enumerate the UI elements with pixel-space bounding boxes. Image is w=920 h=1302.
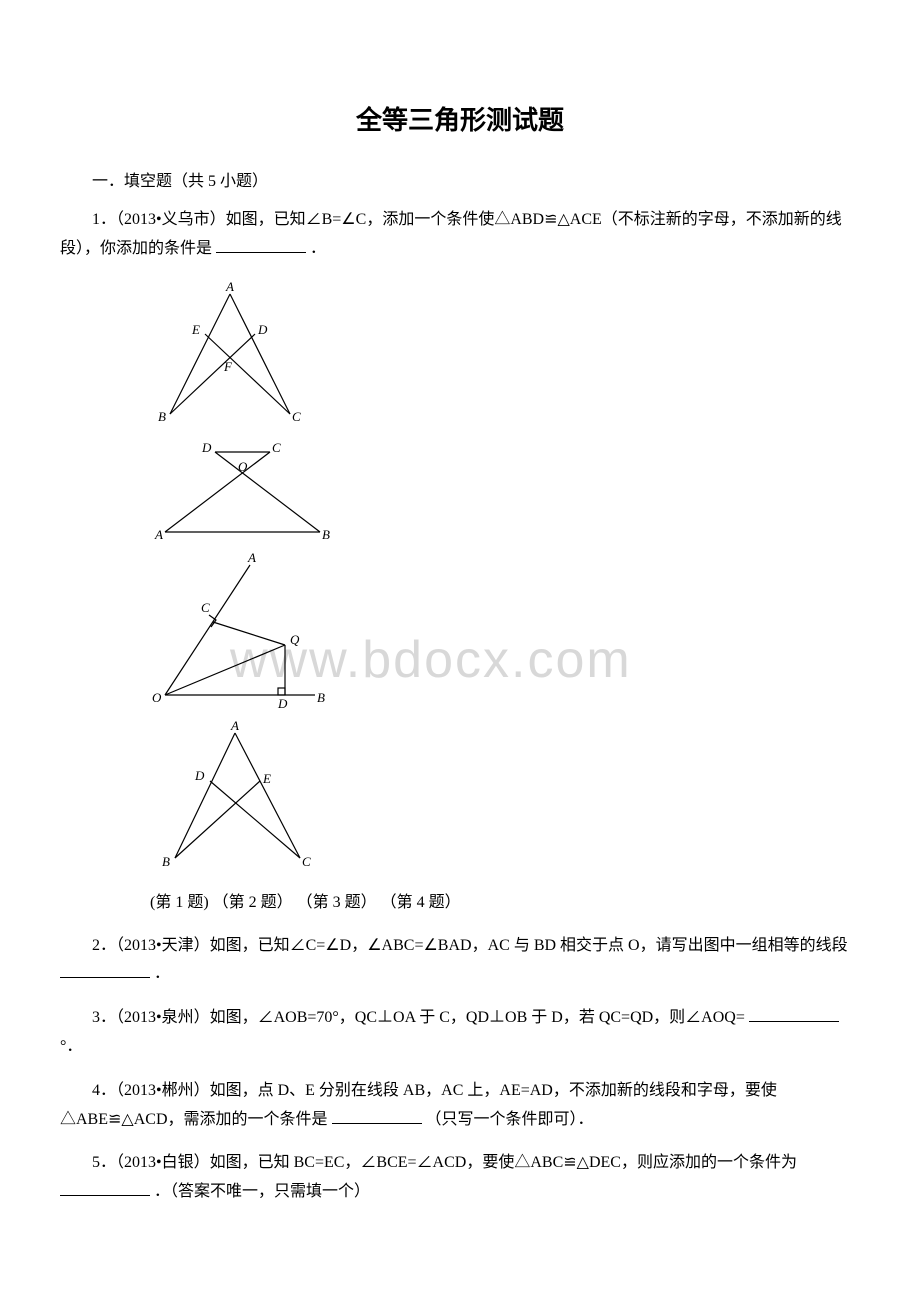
fig3-label-d: D bbox=[277, 696, 288, 710]
fig1-label-d: D bbox=[257, 322, 268, 337]
q5-text-before: 5．（2013•白银）如图，已知 BC=EC，∠BCE=∠ACD，要使△ABC≌… bbox=[92, 1154, 797, 1171]
question-1: 1．（2013•义乌市）如图，已知∠B=∠C，添加一个条件使△ABD≌△ACE（… bbox=[60, 206, 860, 264]
figure-caption: (第 1 题) （第 2 题） （第 3 题） （第 4 题） bbox=[150, 888, 860, 912]
fig4-label-a: A bbox=[230, 718, 239, 733]
fig3-label-b: B bbox=[317, 690, 325, 705]
question-5: 5．（2013•白银）如图，已知 BC=EC，∠BCE=∠ACD，要使△ABC≌… bbox=[60, 1149, 860, 1207]
question-4: 4．（2013•郴州）如图，点 D、E 分别在线段 AB，AC 上，AE=AD，… bbox=[60, 1077, 860, 1135]
q5-blank bbox=[60, 1180, 150, 1196]
figure-1: A B C D E F bbox=[150, 279, 860, 429]
q5-text-after: ．（答案不唯一，只需填一个） bbox=[154, 1183, 370, 1200]
fig2-label-b: B bbox=[322, 527, 330, 542]
q2-blank bbox=[60, 962, 150, 978]
fig2-label-a: A bbox=[154, 527, 163, 542]
q2-text-after: ． bbox=[154, 965, 170, 982]
figure-4: A B C D E bbox=[150, 718, 860, 873]
q3-blank bbox=[749, 1006, 839, 1022]
fig1-label-b: B bbox=[158, 409, 166, 424]
question-2: 2．（2013•天津）如图，已知∠C=∠D，∠ABC=∠BAD，AC 与 BD … bbox=[60, 932, 860, 990]
section-header: 一．填空题（共 5 小题） bbox=[60, 167, 860, 191]
figures-container: A B C D E F A B bbox=[150, 279, 860, 873]
fig2-label-d: D bbox=[201, 440, 212, 455]
fig1-label-a: A bbox=[225, 279, 234, 294]
fig3-label-q: Q bbox=[290, 632, 300, 647]
fig1-label-e: E bbox=[191, 322, 200, 337]
q3-text-after: °． bbox=[60, 1038, 82, 1055]
q1-text-after: ． bbox=[310, 240, 326, 257]
fig1-label-f: F bbox=[223, 359, 233, 374]
page-content: 全等三角形测试题 一．填空题（共 5 小题） 1．（2013•义乌市）如图，已知… bbox=[60, 100, 860, 1207]
fig3-label-c: C bbox=[201, 600, 210, 615]
q4-blank bbox=[332, 1108, 422, 1124]
question-3: 3．（2013•泉州）如图，∠AOB=70°，QC⊥OA 于 C，QD⊥OB 于… bbox=[60, 1004, 860, 1062]
fig4-label-e: E bbox=[262, 771, 271, 786]
page-title: 全等三角形测试题 bbox=[60, 100, 860, 137]
fig3-label-a: A bbox=[247, 550, 256, 565]
fig3-label-o: O bbox=[152, 690, 162, 705]
q1-text-before: 1．（2013•义乌市）如图，已知∠B=∠C，添加一个条件使△ABD≌△ACE（… bbox=[60, 211, 842, 257]
fig4-label-b: B bbox=[162, 854, 170, 869]
fig4-label-d: D bbox=[194, 768, 205, 783]
fig4-label-c: C bbox=[302, 854, 311, 869]
fig2-label-c: C bbox=[272, 440, 281, 455]
figure-3: A B C D O Q bbox=[150, 550, 860, 710]
q3-text-before: 3．（2013•泉州）如图，∠AOB=70°，QC⊥OA 于 C，QD⊥OB 于… bbox=[92, 1009, 745, 1026]
fig1-label-c: C bbox=[292, 409, 301, 424]
q1-blank bbox=[216, 237, 306, 253]
fig2-label-o: O bbox=[238, 459, 248, 474]
q2-text-before: 2．（2013•天津）如图，已知∠C=∠D，∠ABC=∠BAD，AC 与 BD … bbox=[92, 937, 848, 954]
figure-2: A B C D O bbox=[150, 437, 860, 542]
q4-text-after: （只写一个条件即可）． bbox=[426, 1111, 594, 1128]
